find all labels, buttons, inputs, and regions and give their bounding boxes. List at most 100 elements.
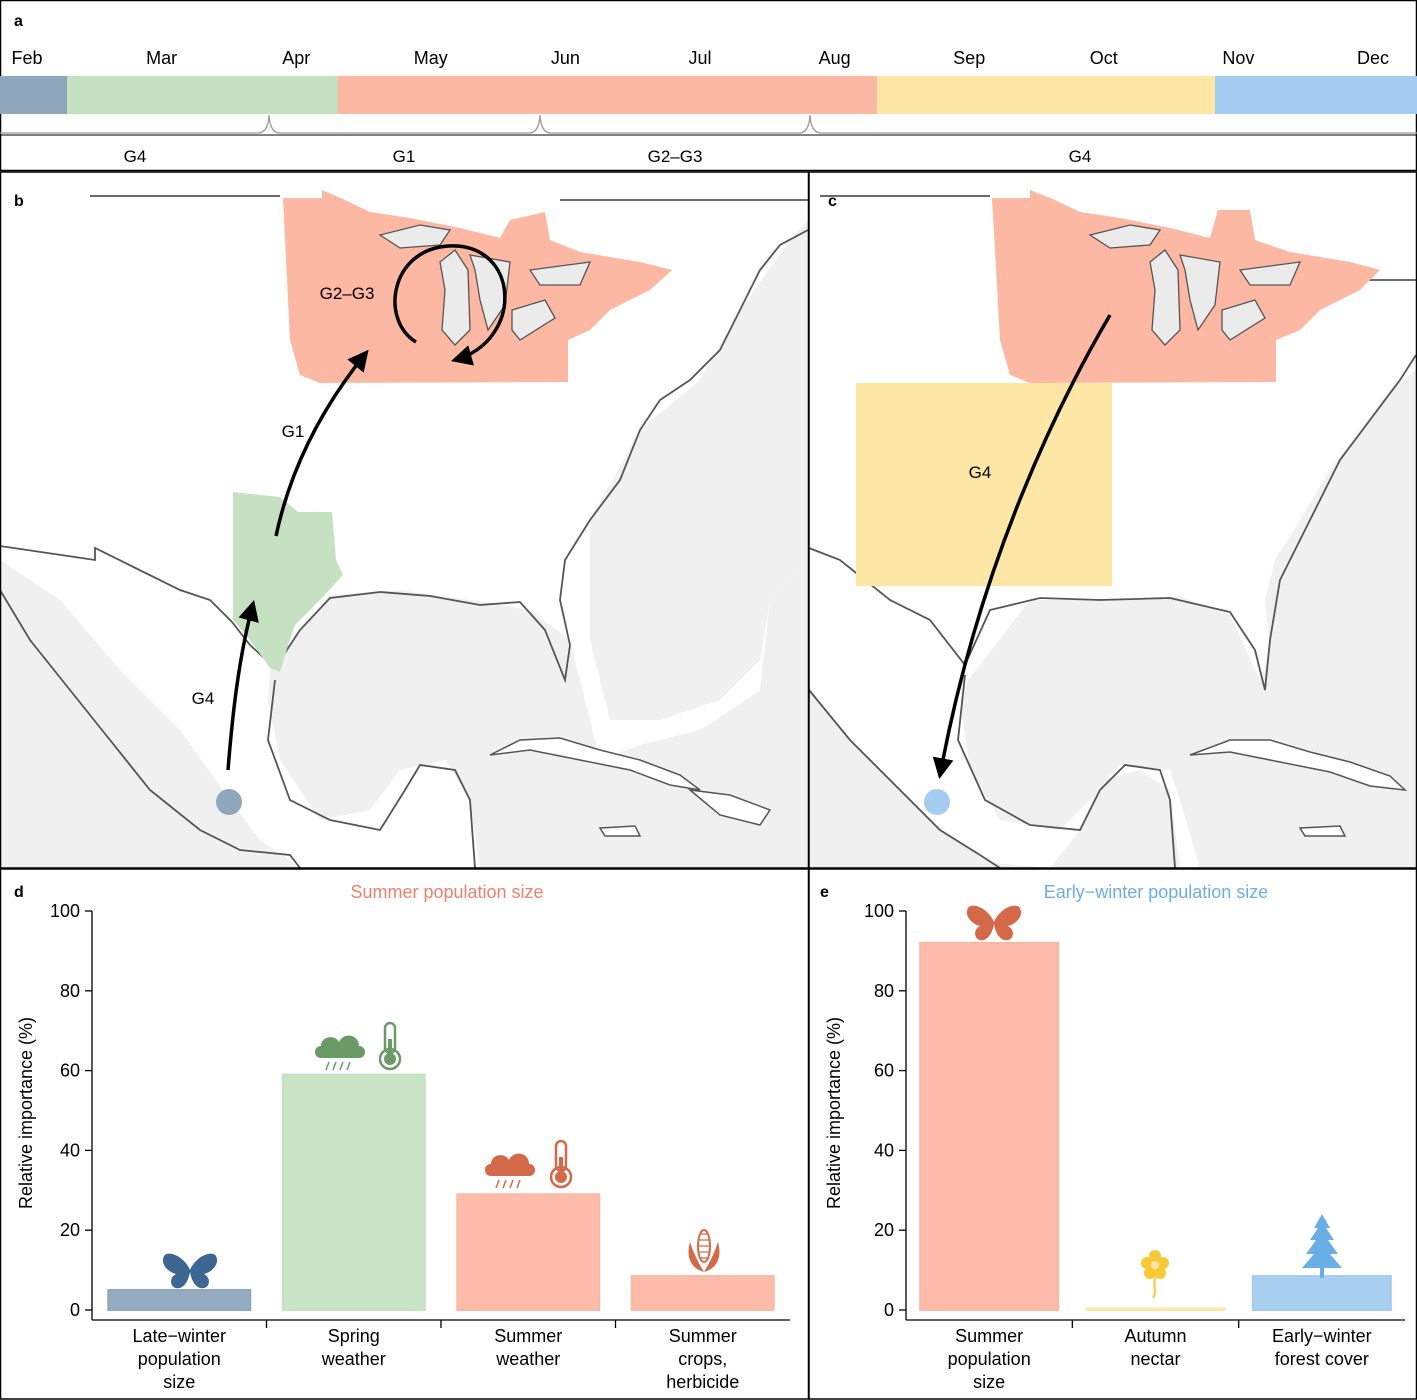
bar (456, 1193, 601, 1312)
bar (1085, 1307, 1226, 1312)
y-tick-label: 40 (60, 1140, 80, 1160)
y-axis-label: Relative importance (%) (16, 1017, 36, 1209)
bar (1251, 1275, 1392, 1311)
panel-b: b G2–G3 G1 G4 (0, 171, 810, 869)
panel-a: a Feb Mar Apr May Jun Jul Aug Sep Oct Nov Dec G4 G… (0, 0, 1417, 172)
thermometer-icon (378, 1021, 402, 1071)
y-tick-label: 80 (874, 981, 894, 1001)
autumn-region-box (856, 383, 1112, 586)
month-label: Mar (146, 48, 177, 68)
y-tick-label: 60 (60, 1061, 80, 1081)
month-label: Sep (953, 48, 985, 68)
x-tick-label: Summer weather (494, 1326, 562, 1369)
season-bar (0, 76, 1417, 114)
mexico-gulf-coast (267, 679, 476, 869)
us-coastline (808, 354, 1417, 691)
map-label-g4: G4 (969, 463, 992, 482)
bar-chart-d: 0 20 40 60 80 100 Late−winter population size Spr… (50, 901, 790, 1392)
generation-label: G2–G3 (648, 147, 703, 166)
great-lakes (378, 224, 592, 346)
panel-c-label: c (828, 193, 837, 210)
month-axis: Feb Mar Apr May Jun Jul Aug Sep Oct Nov Dec (11, 48, 1389, 68)
mexico-pacific-coast (0, 589, 301, 869)
y-tick-label: 20 (60, 1220, 80, 1240)
cuba-island (1189, 739, 1408, 792)
mexico-pacific-coast (808, 689, 1001, 869)
y-tick-label: 100 (864, 901, 894, 921)
map-label-g4: G4 (192, 689, 215, 708)
bar (107, 1289, 252, 1312)
jamaica-island (598, 825, 642, 837)
us-coastline (0, 229, 809, 684)
spring-region-texas (233, 492, 343, 672)
tree-icon (1302, 1214, 1342, 1278)
y-tick-label: 60 (874, 1061, 894, 1081)
panel-d-label: d (14, 884, 24, 901)
y-tick-label: 0 (70, 1300, 80, 1320)
canada-border (90, 195, 808, 201)
flower-icon (1141, 1250, 1169, 1299)
map-label-g2-g3: G2–G3 (320, 284, 375, 303)
month-label: Aug (819, 48, 851, 68)
generation-label: G4 (1069, 147, 1092, 166)
chart-title: Early−winter population size (1044, 882, 1269, 902)
panel-e: e Early−winter population size Relative … (808, 868, 1417, 1400)
season-segment (338, 76, 877, 114)
gulf-of-mexico (268, 560, 808, 868)
month-label: Jun (551, 48, 580, 68)
chart-title: Summer population size (350, 882, 543, 902)
y-tick-label: 100 (50, 901, 80, 921)
season-segment (877, 76, 1215, 114)
panel-a-label: a (14, 13, 23, 30)
pacific-ocean (0, 560, 300, 868)
x-tick-label: Summer population size (948, 1326, 1031, 1392)
bar (919, 941, 1060, 1311)
pacific-ocean (809, 690, 1000, 868)
atlantic-ocean (590, 220, 808, 720)
generation-label: G4 (124, 147, 147, 166)
y-tick-label: 40 (874, 1140, 894, 1160)
hispaniola-island (687, 788, 772, 826)
corn-icon (688, 1229, 720, 1272)
panel-e-label: e (820, 884, 829, 901)
generation-brackets (0, 114, 1417, 134)
month-label: Feb (11, 48, 42, 68)
migration-arrow-south (932, 314, 1112, 780)
y-axis-label: Relative importance (%) (824, 1017, 844, 1209)
month-label: Jul (688, 48, 711, 68)
season-segment (0, 76, 67, 114)
panel-b-label: b (14, 193, 24, 210)
jamaica-island (1298, 825, 1347, 837)
month-label: Apr (282, 48, 310, 68)
x-tick-label: Early−winter forest cover (1272, 1326, 1372, 1369)
overwintering-site (216, 789, 242, 815)
butterfly-icon (966, 905, 1022, 941)
month-label: Oct (1090, 48, 1118, 68)
butterfly-icon (162, 1253, 218, 1289)
rain-cloud-icon (485, 1153, 535, 1189)
circular-arrow-g2-g3 (393, 244, 507, 366)
x-tick-label: Spring weather (321, 1326, 386, 1369)
map-label-g1: G1 (282, 422, 305, 441)
x-tick-label: Autumn nectar (1124, 1326, 1186, 1369)
migration-arrow-g4 (226, 599, 259, 771)
bar (630, 1275, 775, 1311)
great-lakes (1088, 224, 1302, 346)
summer-region-north (992, 190, 1380, 383)
cuba-island (489, 737, 701, 791)
x-tick-label: Late−winter population size (132, 1326, 226, 1392)
bar (281, 1073, 426, 1311)
season-segment (67, 76, 338, 114)
y-tick-label: 0 (884, 1300, 894, 1320)
thermometer-icon (549, 1139, 573, 1189)
migration-arrow-g1 (274, 349, 369, 537)
month-label: Nov (1222, 48, 1254, 68)
month-label: May (414, 48, 448, 68)
y-tick-label: 20 (874, 1220, 894, 1240)
bar-chart-e: 0 20 40 60 80 100 Summer population size Autumn ne… (864, 901, 1405, 1392)
generation-label: G1 (393, 147, 416, 166)
overwintering-site (924, 789, 950, 815)
month-label: Dec (1357, 48, 1389, 68)
panel-d: d Summer population size Relative import… (0, 868, 810, 1400)
